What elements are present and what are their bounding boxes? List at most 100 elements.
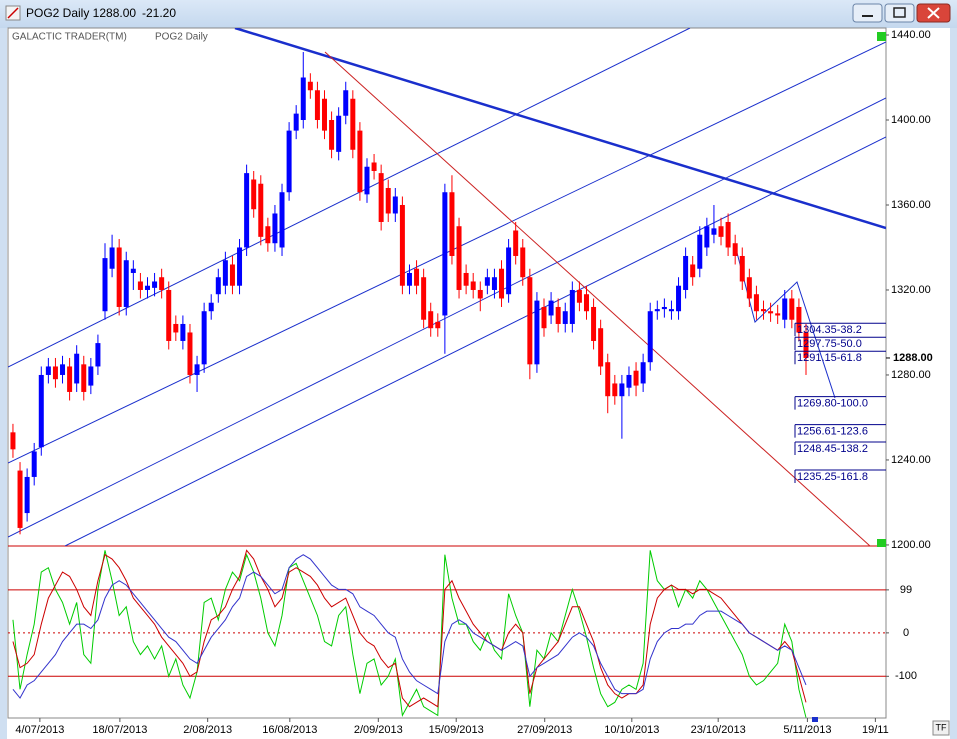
candle-body (583, 294, 589, 312)
y-tick-label: 99 (900, 584, 912, 596)
candle-body (697, 234, 703, 269)
candle-body (95, 343, 101, 367)
candle-body (399, 204, 405, 286)
candle-body (343, 90, 349, 116)
title-bar (0, 0, 957, 28)
fib-label: 1291.15-61.8 (797, 352, 862, 364)
fib-label: 1235.25-161.8 (797, 471, 868, 483)
candle-body (612, 383, 618, 397)
candle-body (775, 313, 781, 316)
candle-body (739, 255, 745, 282)
candle-body (491, 277, 497, 290)
y-tick-label: 1320.00 (891, 284, 931, 296)
minimize-button[interactable] (852, 3, 883, 23)
tf-label: TF (936, 722, 947, 732)
candle-body (293, 113, 299, 131)
candle-body (569, 289, 575, 324)
channel-line (64, 136, 886, 546)
candle-body (166, 289, 172, 341)
candle-body (576, 289, 582, 303)
candle-body (307, 81, 313, 91)
candle-body (803, 332, 809, 358)
candle-body (385, 187, 391, 214)
tf-button[interactable] (932, 720, 950, 736)
candle-body (725, 221, 731, 248)
trend-lines (8, 28, 886, 546)
candle-body (159, 277, 165, 290)
candle-body (796, 306, 802, 333)
candle-body (704, 226, 710, 248)
y-tick-label: 1400.00 (891, 114, 931, 126)
marker (877, 539, 886, 547)
candle-body (286, 130, 292, 193)
channel-line (8, 28, 691, 368)
x-tick-label: 16/08/2013 (262, 724, 317, 736)
candle-body (449, 192, 455, 256)
candle-body (477, 289, 483, 299)
candle-body (718, 226, 724, 237)
x-tick-label: 19/11 (862, 724, 889, 736)
candle-body (654, 309, 660, 312)
candle-body (548, 300, 554, 316)
candle-body (350, 98, 356, 150)
candle-body (229, 264, 235, 286)
candle-body (357, 130, 363, 193)
candle-body (60, 364, 66, 375)
y-tick-label: 1200.00 (891, 539, 931, 551)
candle-body (52, 366, 58, 380)
candle-body (470, 281, 476, 290)
candle-body (782, 298, 788, 320)
y-tick-label: 0 (903, 627, 909, 639)
candle-body (116, 247, 122, 307)
candle-body (633, 370, 639, 386)
candle-body (421, 277, 427, 320)
candle-body (314, 90, 320, 120)
app-icon-glyph (7, 7, 19, 19)
x-tick-label: 27/09/2013 (517, 724, 572, 736)
y-tick-label: 1440.00 (891, 29, 931, 41)
candle-body (619, 383, 625, 397)
x-tick-label: 18/07/2013 (92, 724, 147, 736)
candle-body (152, 281, 158, 288)
plot-border (7, 27, 887, 719)
candle-body (463, 272, 469, 286)
x-tick-label: 5/11/2013 (783, 724, 831, 736)
candle-body (329, 119, 335, 150)
trend-line (234, 28, 886, 230)
candle-body (45, 366, 51, 375)
candle-body (392, 196, 398, 214)
fib-label: 1297.75-50.0 (797, 338, 862, 350)
chart-area (7, 28, 950, 739)
candle-body (555, 306, 561, 324)
candle-body (74, 353, 80, 384)
candle-body (428, 311, 434, 329)
candle-body (753, 294, 759, 312)
candle-body (499, 268, 505, 299)
y-tick-label: 1280.00 (891, 369, 931, 381)
candle-body (626, 374, 632, 388)
candle-body (640, 362, 646, 384)
x-tick-label: 4/07/2013 (15, 724, 64, 736)
candle-body (676, 285, 682, 312)
marker (877, 32, 886, 41)
candle-body (371, 162, 377, 171)
candle-body (789, 298, 795, 320)
maximize-button[interactable] (884, 3, 915, 23)
chart-subtitle: POG2 Daily (155, 32, 208, 43)
candle-body (237, 247, 243, 286)
candle-body (38, 374, 44, 448)
candle-body (88, 366, 94, 386)
candle-body (322, 98, 328, 131)
candle-body (187, 332, 193, 375)
candle-body (442, 192, 448, 316)
candle-body (258, 183, 264, 237)
candle-body (534, 300, 540, 365)
candle-body (81, 364, 87, 392)
candle-body (562, 311, 568, 324)
candle-body (102, 258, 108, 312)
last-price-label: 1288.00 (893, 352, 933, 364)
fib-label: 1269.80-100.0 (797, 398, 868, 410)
candle-body (732, 243, 738, 256)
